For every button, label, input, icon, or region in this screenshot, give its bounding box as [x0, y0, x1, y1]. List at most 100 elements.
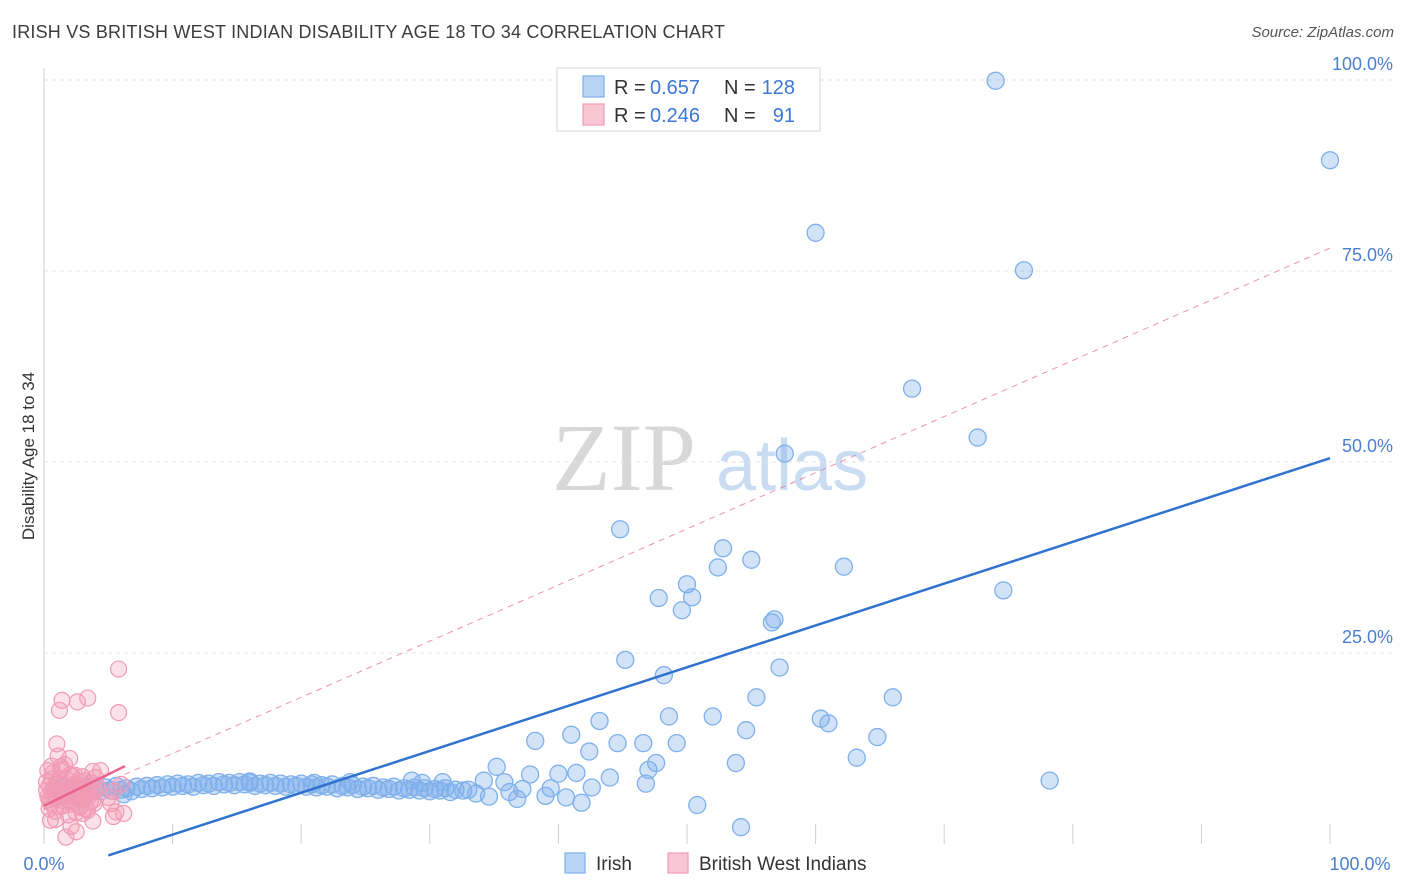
bwi-point: [79, 801, 97, 819]
irish-point: [819, 714, 838, 733]
irish-point: [1320, 151, 1340, 170]
bottom-legend: Irish British West Indians: [564, 852, 867, 875]
legend-n-label-irish: N =: [724, 77, 756, 99]
irish-point: [708, 558, 728, 577]
legend-swatch-irish: [582, 75, 605, 98]
irish-point: [526, 731, 545, 751]
irish-point: [986, 71, 1005, 90]
irish-point: [541, 779, 560, 798]
legend-n-value-bwi: 91: [773, 105, 795, 127]
irish-point: [667, 734, 686, 753]
irish-point: [731, 818, 751, 837]
legend-r-label-irish: R =: [614, 77, 646, 99]
bwi-point: [52, 758, 70, 776]
irish-point: [968, 428, 987, 447]
source-label: Source: ZipAtlas.com: [1251, 24, 1394, 41]
bwi-point: [84, 812, 102, 830]
irish-point: [520, 765, 540, 784]
irish-point: [608, 734, 627, 753]
irish-point: [636, 774, 655, 793]
irish-point: [556, 788, 576, 807]
bwi-point: [67, 823, 85, 841]
irish-point: [495, 772, 514, 792]
bwi-point: [48, 735, 66, 753]
bwi-point: [49, 747, 67, 765]
watermark: ZIP atlas: [552, 404, 868, 511]
irish-point: [562, 725, 581, 744]
y-tick-label-0: 25.0%: [1342, 627, 1393, 647]
irish-point: [479, 787, 499, 806]
watermark-atlas: atlas: [716, 426, 868, 506]
irish-point: [610, 520, 630, 539]
bottom-legend-bwi: British West Indians: [699, 854, 867, 875]
x-tick-label-min: 0.0%: [23, 854, 64, 874]
irish-point: [883, 688, 902, 707]
irish-point: [582, 778, 601, 797]
legend-r-label-bwi: R =: [614, 105, 646, 127]
irish-point: [513, 779, 532, 799]
y-tick-label-2: 75.0%: [1342, 245, 1393, 265]
irish-point: [487, 757, 506, 776]
trendlines: [43, 456, 1331, 857]
bottom-legend-swatch-bwi: [667, 852, 689, 874]
bwi-dashed-trendline: [43, 247, 1331, 811]
y-tick-labels: 25.0% 50.0% 75.0% 100.0%: [1332, 54, 1393, 647]
irish-point: [271, 774, 290, 793]
bwi-point: [46, 810, 65, 829]
irish-point: [508, 789, 527, 809]
irish-point: [646, 753, 666, 773]
bwi-point: [79, 689, 97, 707]
irish-point: [742, 550, 761, 569]
irish-point: [737, 721, 756, 740]
y-tick-label-1: 50.0%: [1342, 436, 1393, 456]
legend-n-value-irish: 128: [762, 77, 795, 99]
irish-point: [765, 610, 784, 629]
irish-point: [567, 763, 586, 783]
y-axis-label: Disability Age 18 to 34: [19, 372, 38, 540]
irish-point: [847, 748, 866, 767]
irish-point: [762, 613, 782, 632]
bwi-point: [68, 693, 87, 711]
irish-point: [713, 539, 733, 558]
irish-point: [549, 764, 568, 783]
bwi-point: [84, 791, 102, 810]
irish-point: [994, 581, 1013, 600]
irish-point: [688, 795, 707, 815]
bwi-point: [109, 660, 128, 678]
irish-point: [868, 727, 887, 747]
irish-point: [616, 650, 635, 670]
irish-point: [834, 557, 854, 576]
irish-point: [240, 772, 259, 791]
bwi-dashed-trendline: [43, 247, 1331, 811]
bwi-point: [43, 757, 61, 775]
legend-r-value-irish: 0.657: [650, 77, 700, 99]
irish-point: [163, 777, 182, 796]
irish-point: [747, 688, 766, 707]
bwi-trendline: [43, 764, 126, 807]
bwi-point: [53, 691, 71, 709]
bwi-point: [66, 766, 84, 784]
irish-point: [703, 707, 722, 726]
irish-point: [672, 601, 692, 620]
irish-point: [433, 772, 452, 792]
irish-point: [572, 793, 591, 812]
bwi-point: [115, 804, 133, 823]
irish-point: [659, 707, 679, 726]
irish-trendline: [107, 456, 1331, 857]
irish-point: [634, 734, 653, 753]
legend-swatch-bwi: [582, 103, 605, 126]
bwi-point: [112, 775, 130, 794]
irish-point: [775, 444, 794, 463]
bottom-legend-swatch-irish: [564, 852, 586, 874]
irish-point: [590, 711, 609, 731]
irish-point: [770, 658, 789, 677]
irish-point: [1040, 771, 1059, 790]
bwi-point: [50, 701, 69, 719]
bottom-legend-irish: Irish: [596, 854, 632, 875]
x-tick-label-max: 100.0%: [1329, 854, 1390, 874]
legend-r-value-bwi: 0.246: [650, 105, 700, 127]
irish-point: [649, 588, 668, 608]
bwi-point: [109, 703, 128, 722]
irish-point: [412, 773, 432, 793]
